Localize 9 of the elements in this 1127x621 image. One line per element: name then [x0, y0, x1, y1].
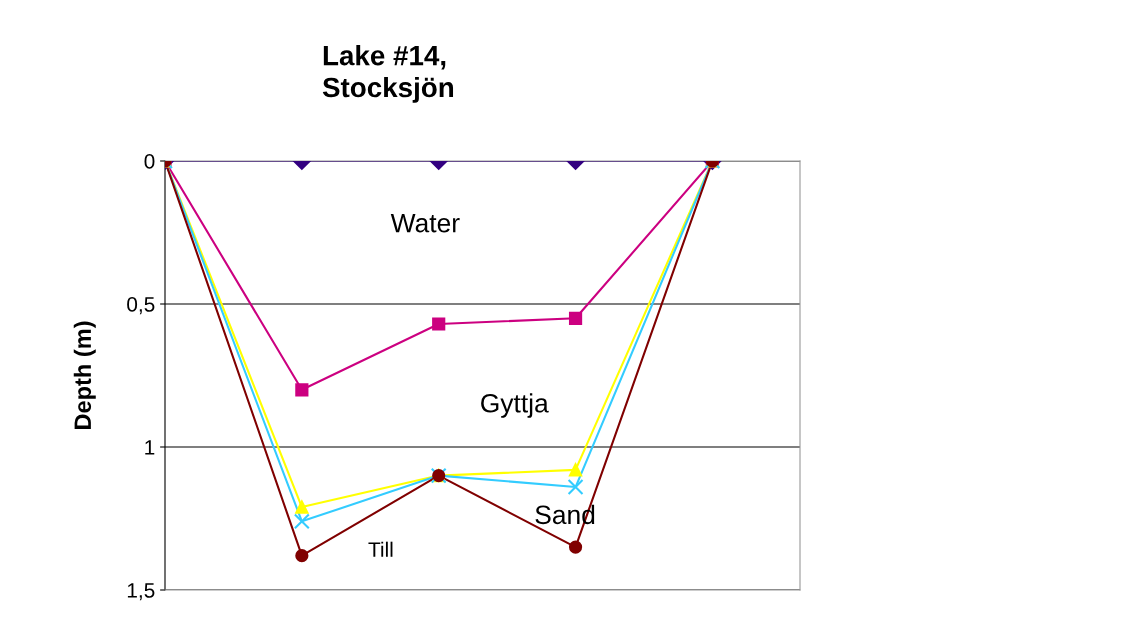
y-tick-label: 0 — [144, 154, 155, 169]
y-tick-label: 0,5 — [127, 297, 155, 315]
y-tick-label: 1 — [145, 440, 155, 455]
y-tick-label: 1,5 — [127, 583, 155, 601]
chart-title: Lake #14, Stocksjön — [322, 45, 454, 103]
annotation: Gyttja — [481, 393, 549, 418]
annotation: Water — [390, 214, 460, 233]
y-axis-title: Depth (m) — [73, 321, 96, 429]
annotation: Till — [368, 541, 393, 557]
